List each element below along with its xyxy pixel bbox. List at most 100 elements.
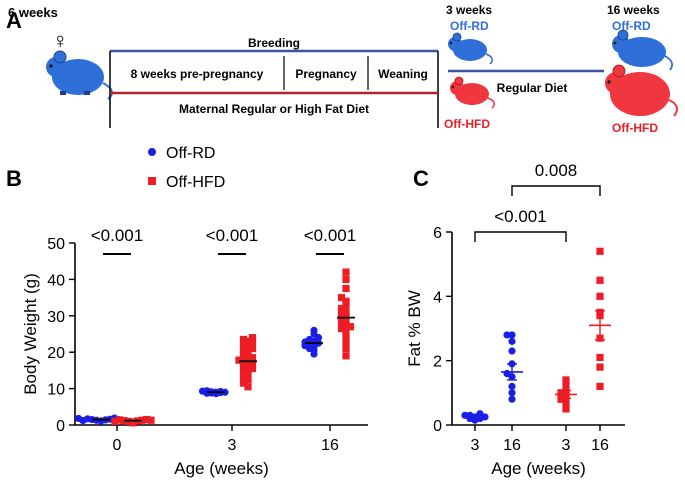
c-hfd-point — [596, 363, 604, 371]
b-hfd-point — [244, 337, 252, 345]
y-tick-label: 30 — [47, 309, 65, 326]
b-rd-point — [74, 414, 83, 423]
y-tick-label: 50 — [47, 236, 65, 253]
b-hfd-point — [248, 354, 257, 362]
c-rd-point — [508, 331, 516, 339]
b-hfd-point — [342, 308, 350, 316]
off-hfd-adult-icon — [605, 64, 679, 117]
b-hfd-point — [342, 352, 350, 360]
c-rd-point — [503, 369, 511, 378]
c-hfd-point — [596, 247, 604, 255]
c-hfd-point — [596, 382, 604, 390]
b-hfd-point — [346, 323, 355, 331]
c-rd-point — [508, 337, 516, 345]
y-tick-label: 20 — [47, 345, 65, 362]
off-hfd-label-3w: Off-HFD — [444, 117, 490, 131]
c-hfd-point — [596, 353, 604, 362]
b-hfd-point — [244, 383, 252, 391]
legend-rd-label: Off-RD — [166, 145, 215, 162]
x-tick-label: 16 — [503, 437, 521, 454]
b-hfd-point — [244, 372, 252, 380]
b-hfd-point — [244, 368, 252, 376]
b-hfd-point — [239, 350, 248, 358]
off-rd-label-3w: Off-RD — [450, 19, 489, 33]
y-axis-title: Body Weight (g) — [21, 273, 40, 395]
legend: Off-RD Off-HFD — [148, 145, 225, 191]
b-hfd-point — [239, 366, 248, 374]
c-hfd-point — [562, 405, 570, 413]
breeding-title: Breeding — [248, 36, 300, 50]
b-hfd-point — [111, 417, 119, 425]
significance-bracket — [474, 231, 567, 242]
x-tick-label: 3 — [228, 437, 237, 454]
c-rd-point — [508, 347, 516, 355]
b-hfd-point — [147, 416, 155, 424]
b-hfd-point — [244, 375, 252, 384]
b-hfd-point — [248, 359, 257, 367]
panel-c-marks — [461, 247, 611, 424]
p-value-label: <0.001 — [304, 226, 356, 245]
legend-rd-marker — [148, 148, 156, 156]
y-tick-label: 0 — [433, 418, 442, 435]
off-rd-pup-icon — [448, 32, 493, 65]
b-hfd-point — [342, 301, 350, 309]
significance-bracket — [511, 185, 601, 196]
panel-c-axes: 0 2 4 6 3 16 3 16 Age (weeks) Fat % BW <0.001 0.008 — [405, 161, 625, 478]
b-hfd-point — [342, 312, 350, 320]
c-rd-point — [508, 389, 516, 397]
c-rd-point — [461, 411, 469, 419]
c-rd-point — [508, 395, 516, 403]
b-hfd-point — [342, 321, 350, 329]
c-hfd-point — [557, 389, 565, 397]
b-hfd-point — [342, 284, 350, 293]
b-hfd-point — [239, 379, 248, 387]
b-hfd-point — [248, 364, 257, 373]
panel-c-letter: C — [413, 166, 429, 191]
c-hfd-point — [562, 382, 570, 390]
b-hfd-point — [337, 319, 346, 327]
b-hfd-point — [239, 341, 248, 349]
y-axis-title: Fat % BW — [405, 290, 424, 367]
female-symbol: ♀ — [52, 28, 69, 53]
y-tick-label: 2 — [433, 354, 442, 371]
b-hfd-point — [244, 343, 252, 351]
x-tick-label: 16 — [591, 437, 609, 454]
c-hfd-point — [557, 395, 565, 403]
b-hfd-point — [337, 304, 346, 313]
b-rd-point — [198, 387, 207, 395]
b-hfd-point — [342, 334, 350, 342]
y-tick-label: 0 — [56, 418, 65, 435]
c-rd-point — [503, 331, 511, 339]
b-hfd-point — [239, 361, 248, 369]
b-hfd-point — [239, 346, 248, 354]
stage-pregnancy: Pregnancy — [295, 67, 357, 81]
p-value-label: <0.001 — [91, 226, 143, 245]
b-hfd-point — [342, 339, 350, 347]
off-hfd-pup-icon — [450, 76, 495, 109]
maternal-diet-label: Maternal Regular or High Fat Diet — [179, 102, 369, 116]
b-hfd-point — [248, 344, 257, 353]
y-tick-label: 10 — [47, 382, 65, 399]
c-hfd-point — [596, 292, 604, 300]
c-hfd-point — [562, 398, 570, 407]
stage-weaning: Weaning — [378, 67, 428, 81]
panel-a-letter: A — [6, 8, 22, 33]
x-axis-title: Age (weeks) — [174, 459, 268, 478]
b-hfd-point — [342, 328, 350, 336]
b-hfd-point — [248, 334, 257, 342]
regular-diet-label: Regular Diet — [497, 81, 568, 95]
b-hfd-point — [129, 418, 137, 426]
b-hfd-point — [342, 315, 350, 324]
b-hfd-point — [235, 356, 243, 364]
b-hfd-point — [142, 415, 151, 424]
x-tick-label: 3 — [471, 437, 480, 454]
b-hfd-point — [244, 352, 252, 360]
significance-p-value: 0.008 — [535, 161, 578, 180]
mother-mouse-icon — [46, 50, 113, 100]
legend-hfd-label: Off-HFD — [166, 174, 225, 191]
b-hfd-point — [342, 268, 350, 276]
x-tick-label: 0 — [113, 437, 122, 454]
age-16-weeks-label: 16 weeks — [607, 3, 660, 17]
x-axis-title: Age (weeks) — [491, 459, 585, 478]
